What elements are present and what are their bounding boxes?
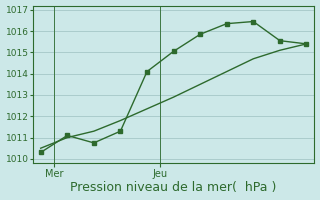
X-axis label: Pression niveau de la mer(  hPa ): Pression niveau de la mer( hPa ): [70, 181, 277, 194]
